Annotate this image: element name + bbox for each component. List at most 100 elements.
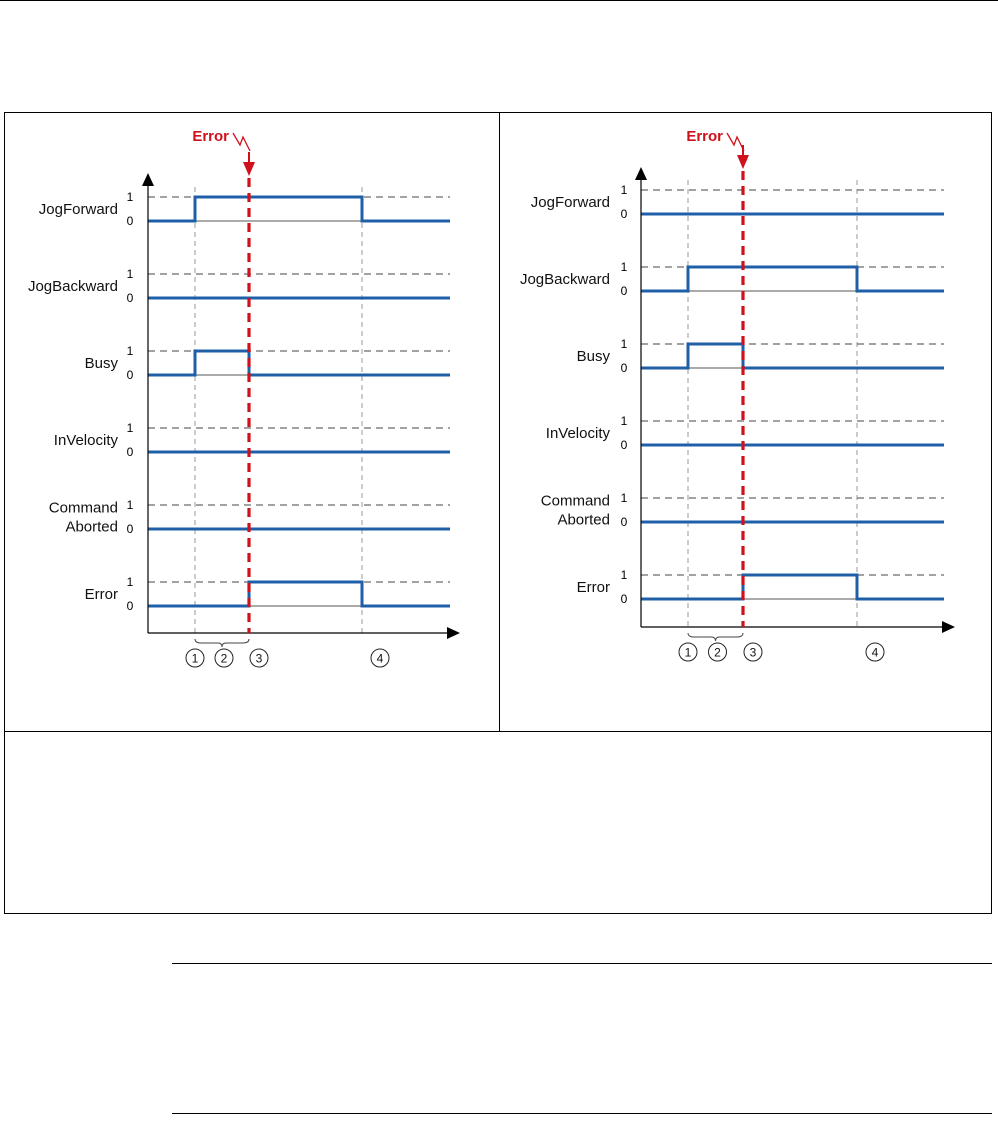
time-marker: 1: [185, 648, 205, 668]
y-axis-arrow: [142, 173, 154, 186]
x-axis-arrow: [942, 621, 955, 633]
signal-name-label: InVelocity: [54, 432, 119, 449]
level-high-label: 1: [621, 491, 628, 505]
lightning-icon: [232, 132, 251, 152]
level-high-label: 1: [621, 337, 628, 351]
timing-diagram-svg: 1 0 JogForward 1 0 JogBackward 1 0 Busy 1 0 InVeloc…: [520, 128, 955, 662]
signal-row: 1 0 JogBackward: [520, 260, 944, 298]
marker-circle: [678, 642, 698, 662]
signal-row: 1 0 JogForward: [39, 190, 450, 228]
signal-waveform: [148, 580, 450, 608]
error-event-label: Error: [192, 128, 229, 145]
signal-row: 1 0 Busy: [85, 344, 450, 382]
signal-name-label: Aborted: [557, 512, 610, 529]
signal-row: 1 0 Error: [577, 568, 944, 606]
level-high-label: 1: [127, 267, 134, 281]
error-arrow-icon: [737, 155, 749, 169]
timing-diagram-svg: 1 0 JogForward 1 0 JogBackward 1 0 Busy 1 0 InVeloc…: [28, 128, 460, 668]
time-marker: 2: [708, 642, 727, 662]
signal-waveform: [148, 349, 450, 377]
interval-brace: [687, 632, 744, 642]
signal-name-label: Busy: [577, 348, 611, 365]
frame-divider-vertical: [499, 113, 500, 731]
signal-waveform: [641, 342, 944, 370]
level-high-label: 1: [127, 421, 134, 435]
signal-row: 1 0 JogBackward: [28, 267, 450, 305]
level-low-label: 0: [127, 522, 134, 536]
frame-divider-horizontal: [5, 731, 991, 732]
interval-brace: [194, 638, 250, 648]
level-low-label: 0: [127, 214, 134, 228]
marker-number: 4: [872, 646, 879, 660]
signal-waveform: [641, 573, 944, 601]
level-low-label: 0: [127, 445, 134, 459]
level-low-label: 0: [127, 368, 134, 382]
signal-name-label: InVelocity: [546, 425, 611, 442]
marker-number: 2: [714, 646, 721, 660]
marker-circle: [865, 642, 885, 662]
time-marker: 4: [865, 642, 885, 662]
signal-name-label: Command: [49, 500, 118, 517]
signal-row: 1 0 InVelocity: [546, 414, 944, 452]
marker-number: 3: [256, 652, 263, 666]
signal-name-label: JogForward: [39, 201, 118, 218]
time-marker: 3: [743, 642, 763, 662]
y-axis-arrow: [635, 167, 647, 180]
level-low-label: 0: [621, 438, 628, 452]
marker-number: 3: [750, 646, 757, 660]
level-low-label: 0: [621, 207, 628, 221]
note-top-rule: [172, 963, 992, 964]
signal-name-label: Command: [541, 493, 610, 510]
marker-number: 1: [192, 652, 199, 666]
level-high-label: 1: [621, 414, 628, 428]
level-high-label: 1: [621, 568, 628, 582]
signal-name-label: JogBackward: [28, 278, 118, 295]
level-high-label: 1: [621, 183, 628, 197]
marker-number: 2: [221, 652, 228, 666]
level-low-label: 0: [621, 592, 628, 606]
level-high-label: 1: [127, 344, 134, 358]
level-high-label: 1: [127, 498, 134, 512]
level-low-label: 0: [621, 284, 628, 298]
level-high-label: 1: [127, 575, 134, 589]
timing-diagram-left: 1 0 JogForward 1 0 JogBackward 1 0 Busy 1 0 InVeloc…: [5, 113, 498, 730]
top-rule: [0, 0, 998, 1]
level-low-label: 0: [127, 291, 134, 305]
signal-row: 1 0 Busy: [577, 337, 944, 375]
marker-number: 1: [685, 646, 692, 660]
marker-number: 4: [377, 652, 384, 666]
lightning-icon: [726, 132, 745, 152]
level-high-label: 1: [127, 190, 134, 204]
signal-name-label: Aborted: [65, 519, 118, 536]
signal-name-label: JogBackward: [520, 271, 610, 288]
level-low-label: 0: [621, 515, 628, 529]
signal-name-label: Error: [85, 586, 118, 603]
signal-row: 1 0 Error: [85, 575, 450, 613]
signal-waveform: [641, 265, 944, 293]
signal-row: 1 0 JogForward: [531, 183, 944, 221]
x-axis-arrow: [447, 627, 460, 639]
level-low-label: 0: [127, 599, 134, 613]
marker-circle: [743, 642, 763, 662]
signal-name-label: Busy: [85, 355, 119, 372]
marker-circle: [249, 648, 269, 668]
time-marker: 4: [370, 648, 390, 668]
signal-name-label: JogForward: [531, 194, 610, 211]
marker-circle: [185, 648, 205, 668]
level-high-label: 1: [621, 260, 628, 274]
error-arrow-icon: [243, 162, 255, 176]
note-bottom-rule: [172, 1113, 992, 1114]
signal-row: 1 0 InVelocity: [54, 421, 450, 459]
signal-name-label: Error: [577, 579, 610, 596]
marker-circle: [708, 642, 727, 662]
marker-circle: [370, 648, 390, 668]
error-event-label: Error: [686, 128, 723, 145]
timing-diagram-right: 1 0 JogForward 1 0 JogBackward 1 0 Busy 1 0 InVeloc…: [500, 113, 993, 730]
time-marker: 3: [249, 648, 269, 668]
time-marker: 1: [678, 642, 698, 662]
level-low-label: 0: [621, 361, 628, 375]
signal-waveform: [148, 195, 450, 223]
diagram-frame: [4, 112, 992, 914]
marker-circle: [214, 648, 234, 668]
time-marker: 2: [214, 648, 234, 668]
